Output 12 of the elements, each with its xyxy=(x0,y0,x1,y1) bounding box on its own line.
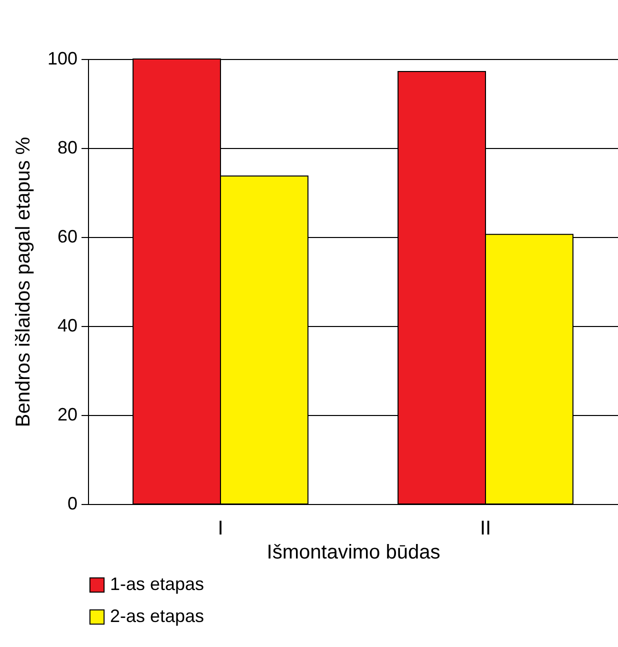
y-tick-label: 40 xyxy=(57,316,78,336)
y-tick-label: 0 xyxy=(67,494,78,514)
y-tick-label: 100 xyxy=(47,48,78,68)
x-tick-label: I xyxy=(218,518,224,540)
legend-label: 2-as etapas xyxy=(110,606,204,626)
y-tick-label: 20 xyxy=(57,404,78,424)
y-axis-title: Bendros išlaidos pagal etapus % xyxy=(12,136,34,428)
y-tick-label: 80 xyxy=(57,138,78,158)
y-tick-label: 60 xyxy=(57,226,78,246)
x-tick-label: II xyxy=(480,518,492,540)
legend-label: 1-as etapas xyxy=(110,574,204,594)
x-axis-title: Išmontavimo būdas xyxy=(266,542,440,564)
